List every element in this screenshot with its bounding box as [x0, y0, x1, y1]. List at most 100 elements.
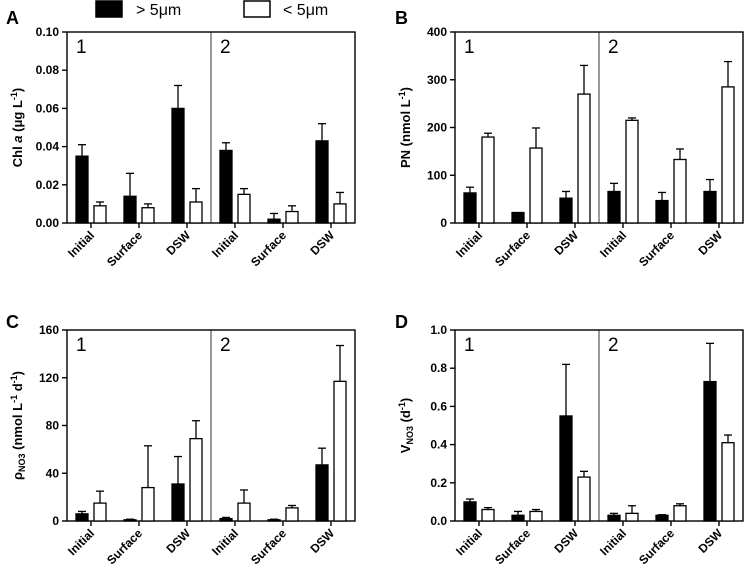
- bar-small: [577, 476, 591, 522]
- ylabel-sup: -1: [397, 91, 407, 99]
- y-tick-label: 0.0: [430, 514, 447, 528]
- bar-small: [481, 508, 495, 522]
- legend-label-small: < 5μm: [283, 2, 328, 19]
- ylabel-main: PN (nmol L: [398, 99, 413, 168]
- bar-small: [673, 158, 687, 224]
- bar-large: [315, 464, 329, 522]
- y-tick-label: 0: [52, 514, 59, 528]
- x-tick-label: Surface: [636, 526, 677, 567]
- x-tick-label: Initial: [597, 228, 629, 260]
- x-tick-label: Initial: [65, 526, 97, 558]
- ylabel-unit: (d: [398, 410, 413, 426]
- bar-large: [463, 501, 477, 522]
- bar-small: [481, 136, 495, 224]
- y-tick-label: 0.8: [430, 361, 447, 375]
- y-tick-label: 0.00: [36, 216, 60, 230]
- section-number: 2: [220, 37, 231, 58]
- ylabel-unit: (μg L: [10, 100, 25, 135]
- x-tick-label: Initial: [65, 228, 97, 260]
- y-tick-label: 0.06: [36, 101, 60, 115]
- y-axis-label: ρNO3 (nmol L-1 d-1): [9, 371, 27, 480]
- bar-small: [237, 502, 251, 522]
- ylabel-sup: -1: [9, 395, 19, 403]
- bar-small: [721, 442, 735, 522]
- bar-large: [655, 199, 669, 224]
- ylabel-close: ): [398, 398, 413, 402]
- legend-swatch-small: [243, 0, 271, 18]
- section-number: 2: [608, 335, 619, 356]
- ylabel-rho: ρ: [10, 472, 25, 480]
- ylabel-unit: (nmol L: [10, 403, 25, 454]
- ylabel-italic: a: [10, 135, 25, 142]
- y-tick-label: 400: [427, 25, 447, 39]
- y-tick-label: 0.08: [36, 63, 60, 77]
- bar-large: [463, 192, 477, 224]
- chart-panel-a: A 0.00 0.02 0.04 0.06 0.08 0.10 Chl a (μg L-1) 1…: [6, 8, 356, 269]
- ylabel-close: ): [398, 87, 413, 91]
- section-number: 1: [76, 37, 87, 58]
- x-tick-label: Surface: [248, 526, 289, 567]
- y-tick-label: 100: [427, 168, 447, 182]
- x-tick-label: Surface: [636, 228, 677, 269]
- bar-large: [315, 140, 329, 224]
- y-tick-label: 0.04: [36, 140, 60, 154]
- ylabel-close: ): [10, 88, 25, 92]
- bar-large: [123, 519, 137, 522]
- panel-letter: B: [395, 8, 408, 28]
- legend-swatch-large: [95, 0, 123, 18]
- bar-large: [607, 190, 621, 224]
- bar-small: [93, 502, 107, 522]
- x-tick-label: Surface: [104, 228, 145, 269]
- y-tick-label: 80: [46, 419, 60, 433]
- bar-large: [703, 190, 717, 224]
- section-number: 1: [464, 335, 475, 356]
- bar-small: [141, 486, 155, 522]
- y-tick-label: 160: [39, 323, 59, 337]
- bar-small: [285, 210, 299, 224]
- bar-small: [93, 205, 107, 224]
- ylabel-main: Chl: [10, 143, 25, 168]
- bar-large: [703, 380, 717, 522]
- y-tick-label: 200: [427, 121, 447, 135]
- section-number: 1: [464, 37, 475, 58]
- bar-large: [267, 218, 281, 224]
- y-tick-label: 0.2: [430, 476, 447, 490]
- ylabel-main: V: [398, 444, 413, 453]
- x-tick-label: Surface: [104, 526, 145, 567]
- bar-large: [559, 415, 573, 522]
- x-tick-label: DSW: [307, 526, 337, 556]
- bar-large: [267, 519, 281, 522]
- x-tick-label: DSW: [695, 526, 725, 556]
- bar-large: [655, 514, 669, 522]
- bar-small: [189, 437, 203, 522]
- bar-small: [529, 510, 543, 522]
- bar-large: [607, 514, 621, 522]
- panel-letter: C: [6, 312, 19, 332]
- y-axis-label: Chl a (μg L-1): [9, 88, 25, 168]
- y-tick-label: 0.10: [36, 25, 60, 39]
- bar-small: [577, 93, 591, 224]
- bar-large: [75, 155, 89, 224]
- y-axis-label: PN (nmol L-1): [397, 87, 413, 168]
- y-tick-label: 0.4: [430, 438, 447, 452]
- x-tick-label: Surface: [492, 228, 533, 269]
- bar-small: [285, 507, 299, 522]
- bar-small: [333, 380, 347, 522]
- x-tick-label: Initial: [453, 526, 485, 558]
- bar-small: [625, 512, 639, 522]
- ylabel-sup: -1: [9, 92, 19, 100]
- bar-small: [673, 505, 687, 522]
- x-tick-label: DSW: [551, 526, 581, 556]
- y-tick-label: 0: [440, 216, 447, 230]
- section-number: 1: [76, 335, 87, 356]
- bar-large: [171, 483, 185, 522]
- bar-small: [189, 201, 203, 224]
- y-tick-label: 1.0: [430, 323, 447, 337]
- x-tick-label: DSW: [163, 526, 193, 556]
- bar-large: [171, 107, 185, 224]
- x-tick-label: Initial: [597, 526, 629, 558]
- x-tick-label: DSW: [163, 228, 193, 258]
